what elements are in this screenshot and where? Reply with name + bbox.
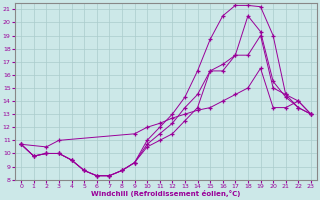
X-axis label: Windchill (Refroidissement éolien,°C): Windchill (Refroidissement éolien,°C) bbox=[91, 190, 241, 197]
